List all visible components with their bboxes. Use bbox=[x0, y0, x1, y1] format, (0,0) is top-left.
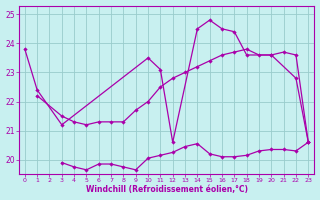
X-axis label: Windchill (Refroidissement éolien,°C): Windchill (Refroidissement éolien,°C) bbox=[85, 185, 248, 194]
